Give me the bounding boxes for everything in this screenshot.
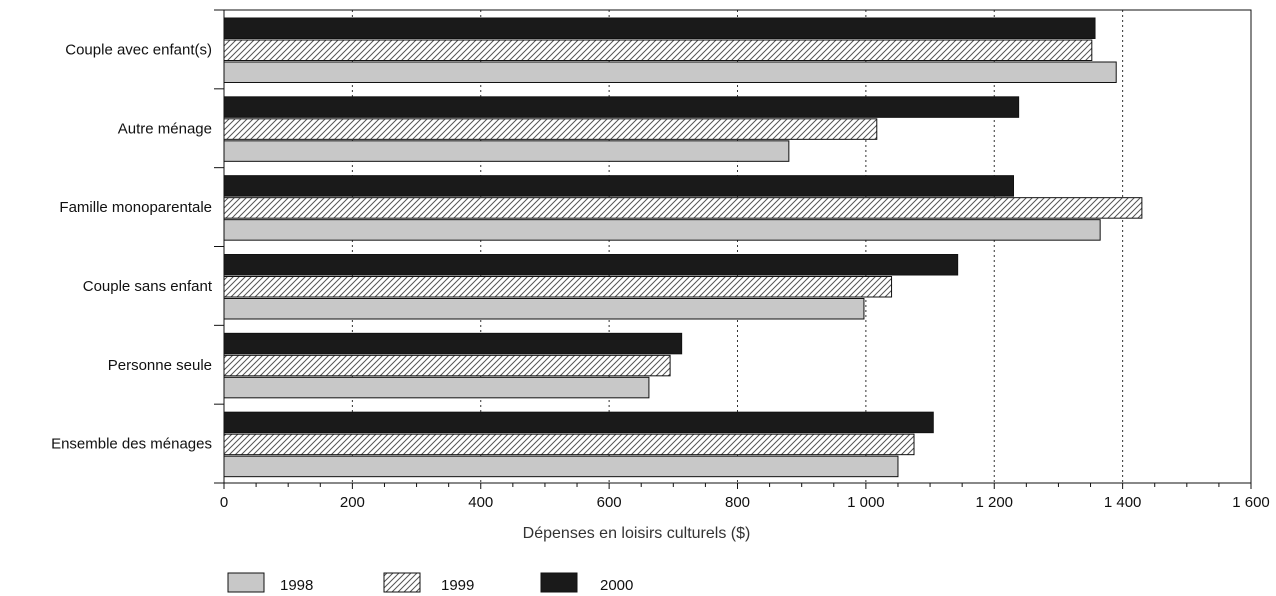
bar-1998-4 (223, 376, 650, 399)
bar-2000-4 (223, 332, 683, 355)
bar-1998-3 (223, 298, 865, 320)
legend-swatch-2000 (540, 572, 578, 593)
bar-1999-0 (223, 39, 1093, 61)
x-tick-label: 200 (340, 494, 365, 511)
axes: Couple avec enfant(s) Autre ménage Famille… (51, 9, 1270, 511)
bar-1998-2 (223, 219, 1101, 241)
x-tick-label: 800 (725, 494, 750, 511)
category-label: Couple avec enfant(s) (65, 41, 212, 58)
x-tick-label: 1 400 (1104, 494, 1142, 511)
legend-swatch-1999 (383, 572, 421, 593)
bar-1999-3 (223, 276, 893, 298)
category-label: Couple sans enfant (83, 278, 213, 295)
bar-1999-2 (223, 197, 1143, 219)
category-label: Personne seule (108, 357, 212, 374)
legend-swatch-1998 (227, 572, 265, 593)
x-tick-label: 0 (220, 494, 228, 511)
bars (223, 17, 1143, 478)
gridlines (351, 10, 1124, 483)
bar-1998-0 (223, 61, 1117, 83)
bar-1998-5 (223, 455, 899, 478)
x-axis-title: Dépenses en loisirs culturels ($) (523, 525, 751, 542)
legend-label-1999: 1999 (441, 577, 474, 594)
x-tick-label: 1 000 (847, 494, 885, 511)
category-label: Ensemble des ménages (51, 436, 212, 453)
bar-1999-1 (223, 118, 878, 140)
bar-2000-3 (223, 254, 959, 276)
x-tick-label: 400 (468, 494, 493, 511)
legend: 1998 1999 2000 (227, 572, 633, 594)
category-label: Famille monoparentale (59, 199, 212, 216)
x-tick-label: 1 600 (1232, 494, 1270, 511)
bar-2000-2 (223, 175, 1015, 197)
x-tick-label: 1 200 (975, 494, 1013, 511)
x-tick-label: 600 (597, 494, 622, 511)
category-label: Autre ménage (118, 120, 212, 137)
bar-2000-5 (223, 411, 934, 434)
legend-label-2000: 2000 (600, 577, 633, 594)
legend-label-1998: 1998 (280, 577, 313, 594)
bar-1999-4 (223, 354, 671, 377)
bar-2000-0 (223, 17, 1096, 39)
bar-1999-5 (223, 433, 915, 456)
bar-2000-1 (223, 96, 1020, 118)
bar-1998-1 (223, 140, 790, 162)
